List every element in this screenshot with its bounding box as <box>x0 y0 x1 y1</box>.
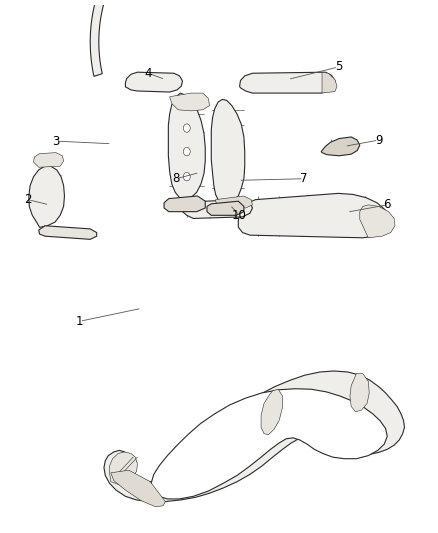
Polygon shape <box>90 0 114 76</box>
Polygon shape <box>322 72 337 93</box>
Polygon shape <box>183 200 252 219</box>
Polygon shape <box>151 389 387 499</box>
Text: 9: 9 <box>375 134 382 147</box>
Polygon shape <box>110 452 138 485</box>
Circle shape <box>184 124 190 132</box>
Text: 4: 4 <box>145 67 152 80</box>
Polygon shape <box>261 389 283 435</box>
Polygon shape <box>321 137 360 156</box>
Polygon shape <box>164 196 205 212</box>
Polygon shape <box>238 193 390 238</box>
Polygon shape <box>104 371 404 502</box>
Polygon shape <box>170 93 209 111</box>
Polygon shape <box>350 374 369 411</box>
Text: 3: 3 <box>52 135 60 148</box>
Polygon shape <box>39 226 97 239</box>
Text: 5: 5 <box>335 60 342 74</box>
Text: 8: 8 <box>173 172 180 185</box>
Polygon shape <box>360 205 395 238</box>
Circle shape <box>184 173 190 181</box>
Polygon shape <box>168 93 205 200</box>
Text: 7: 7 <box>300 172 308 185</box>
Text: 1: 1 <box>76 315 83 328</box>
Polygon shape <box>34 152 64 167</box>
Text: 2: 2 <box>24 193 32 206</box>
Polygon shape <box>29 166 64 228</box>
Text: 6: 6 <box>384 198 391 212</box>
Polygon shape <box>125 72 183 92</box>
Polygon shape <box>211 99 245 204</box>
Text: 10: 10 <box>232 209 247 222</box>
Polygon shape <box>240 72 335 93</box>
Circle shape <box>184 148 190 156</box>
Polygon shape <box>207 201 244 215</box>
Polygon shape <box>111 470 166 507</box>
Polygon shape <box>215 196 252 208</box>
